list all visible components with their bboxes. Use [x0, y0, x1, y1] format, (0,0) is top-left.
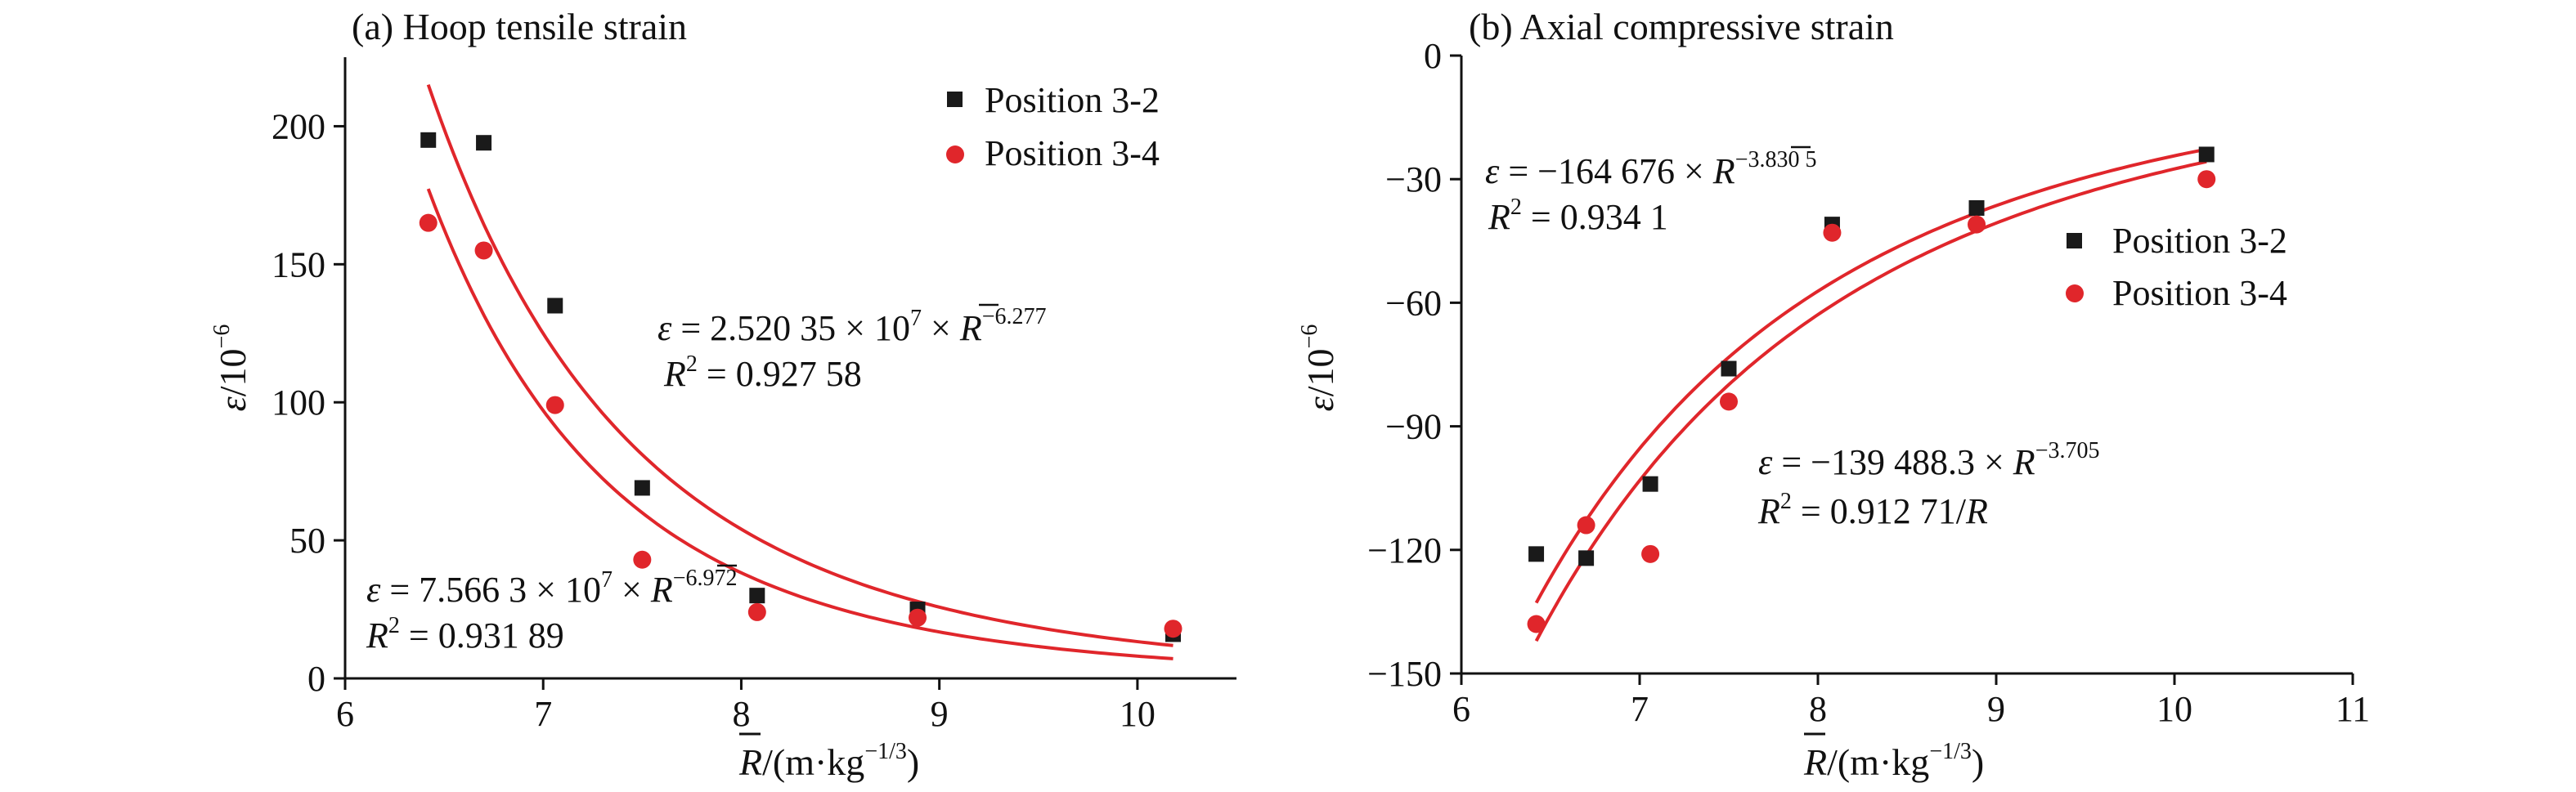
- y-tick-label: 100: [272, 383, 325, 423]
- x-tick-label: 10: [2156, 689, 2192, 729]
- data-point-circle: [1641, 544, 1660, 563]
- chart-b-legend-label-1: Position 3-2: [2112, 221, 2287, 261]
- svg-text:ε = 7.566 3 × 107 × R−6.972: ε = 7.566 3 × 107 × R−6.972: [366, 566, 738, 610]
- data-point-square: [2198, 146, 2215, 163]
- data-point-circle: [1527, 615, 1546, 633]
- x-tick-label: 8: [1809, 689, 1827, 729]
- svg-text:R2 = 0.934 1: R2 = 0.934 1: [1488, 195, 1668, 237]
- x-tick-label: 6: [336, 694, 354, 734]
- chart-a-legend-label-2: Position 3-4: [985, 133, 1160, 173]
- data-point-circle: [2197, 170, 2216, 189]
- data-point-circle: [1823, 223, 1842, 242]
- x-tick-label: 9: [931, 694, 949, 734]
- chart-b-legend-label-2: Position 3-4: [2112, 273, 2287, 313]
- svg-text:R/(m·kg−1/3): R/(m·kg−1/3): [1803, 739, 1984, 783]
- y-tick-label: −60: [1385, 283, 1442, 323]
- y-tick-label: −90: [1385, 407, 1442, 447]
- svg-text:ε = −164 676 × R−3.830 5: ε = −164 676 × R−3.830 5: [1485, 147, 1816, 191]
- fit-curve: [1534, 147, 2207, 604]
- legend-square-marker: [947, 92, 963, 107]
- data-point-circle: [1577, 516, 1595, 535]
- legend-circle-marker: [2066, 284, 2084, 302]
- chart-b-title: (b) Axial compressive strain: [1469, 6, 1894, 47]
- data-point-square: [476, 135, 492, 151]
- chart-b-fit-curves: [1534, 147, 2207, 642]
- data-point-circle: [474, 241, 493, 260]
- x-tick-label: 10: [1120, 694, 1156, 734]
- fit-curve: [426, 188, 1174, 660]
- data-point-square: [634, 480, 650, 496]
- svg-text:ε = −139 488.3 × R−3.705: ε = −139 488.3 × R−3.705: [1758, 438, 2099, 482]
- chart-a-points: [419, 132, 1183, 642]
- svg-text:R2 = 0.927 58: R2 = 0.927 58: [663, 351, 862, 394]
- chart-a-x-label: R/(m·kg−1/3): [738, 732, 919, 783]
- x-tick-label: 9: [1987, 689, 2005, 729]
- y-tick-label: −30: [1385, 159, 1442, 199]
- chart-a-fit-equation-2: ε = 7.566 3 × 107 × R−6.972 R2 = 0.931 8…: [366, 564, 738, 656]
- y-tick-label: 0: [307, 659, 325, 699]
- x-tick-label: 7: [534, 694, 552, 734]
- y-tick-label: 150: [272, 244, 325, 284]
- chart-b-legend: Position 3-2 Position 3-4: [2066, 221, 2287, 313]
- svg-text:ε = 2.520 35 × 107 × R−6.277: ε = 2.520 35 × 107 × R−6.277: [657, 304, 1047, 348]
- x-tick-label: 11: [2336, 689, 2370, 729]
- data-point-square: [1721, 360, 1737, 377]
- y-tick-label: −120: [1367, 530, 1442, 571]
- x-tick-label: 6: [1452, 689, 1470, 729]
- data-point-square: [547, 298, 563, 314]
- data-point-square: [1642, 476, 1658, 492]
- data-point-square: [1578, 550, 1595, 566]
- chart-a-fit-equation-1: ε = 2.520 35 × 107 × R−6.277 R2 = 0.927 …: [657, 303, 1047, 394]
- data-point-circle: [633, 550, 652, 569]
- chart-a-legend-label-1: Position 3-2: [985, 80, 1160, 120]
- data-point-square: [420, 132, 437, 148]
- chart-b-ticks: 6 7 8 9 10 11 −150 −120 −90 −60 −30 0: [1367, 36, 2370, 729]
- x-tick-label: 7: [1631, 689, 1649, 729]
- legend-square-marker: [2067, 233, 2082, 248]
- data-point-circle: [545, 396, 564, 414]
- chart-b-y-label: ε/10−6: [1297, 324, 1341, 412]
- fit-curve: [1534, 159, 2207, 642]
- svg-text:R/(m·kg−1/3): R/(m·kg−1/3): [738, 739, 919, 783]
- chart-axial-compressive-strain: (b) Axial compressive strain 6 7 8 9 10 11 −15…: [1297, 6, 2370, 783]
- y-tick-label: −150: [1367, 654, 1442, 694]
- y-tick-label: 200: [272, 106, 325, 146]
- svg-text:R2 = 0.912 71/R: R2 = 0.912 71/R: [1757, 489, 1988, 531]
- data-point-circle: [747, 602, 766, 621]
- data-point-circle: [419, 213, 438, 232]
- chart-hoop-tensile-strain: (a) Hoop tensile strain 6 7 8 9 100501001502…: [209, 6, 1236, 783]
- data-point-circle: [1720, 392, 1738, 411]
- chart-b-fit-equation-2: ε = −139 488.3 × R−3.705 R2 = 0.912 71/R: [1757, 438, 2099, 531]
- x-tick-label: 8: [732, 694, 750, 734]
- data-point-circle: [1968, 215, 1986, 234]
- data-point-circle: [909, 608, 927, 627]
- fit-curve: [426, 83, 1174, 647]
- y-tick-label: 50: [289, 521, 325, 561]
- y-tick-label: 0: [1424, 36, 1442, 76]
- chart-a-y-label: ε/10−6: [209, 324, 254, 412]
- legend-circle-marker: [946, 145, 964, 163]
- chart-a-legend: Position 3-2 Position 3-4: [946, 80, 1160, 173]
- svg-text:R2 = 0.931 89: R2 = 0.931 89: [366, 613, 564, 656]
- chart-a-title: (a) Hoop tensile strain: [352, 6, 687, 47]
- chart-b-fit-equation-1: ε = −164 676 × R−3.830 5 R2 = 0.934 1: [1485, 145, 1816, 237]
- chart-b-points: [1527, 146, 2216, 633]
- data-point-circle: [1164, 620, 1183, 638]
- data-point-square: [1528, 546, 1545, 562]
- data-point-square: [1968, 199, 1985, 216]
- chart-a-fit-curves: [426, 83, 1174, 660]
- chart-b-x-label: R/(m·kg−1/3): [1803, 732, 1984, 783]
- data-point-square: [749, 588, 765, 604]
